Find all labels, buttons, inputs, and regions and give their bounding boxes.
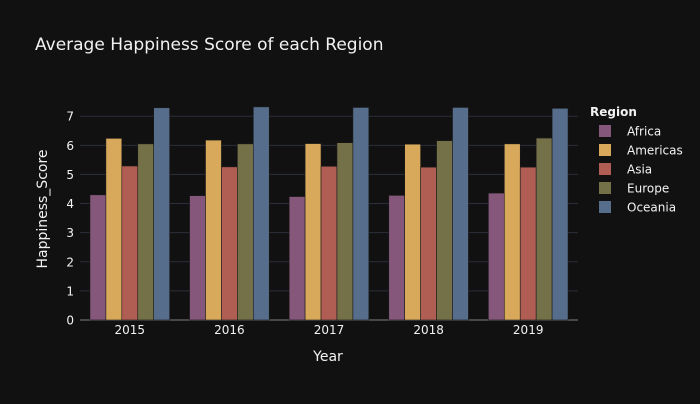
bar-europe-2015[interactable] bbox=[137, 143, 155, 321]
y-tick-label: 6 bbox=[66, 139, 74, 153]
bar-africa-2019[interactable] bbox=[488, 192, 505, 321]
bar-oceania-2017[interactable] bbox=[352, 107, 370, 321]
y-tick-label: 3 bbox=[66, 226, 74, 240]
bar-oceania-2016[interactable] bbox=[253, 106, 270, 321]
x-tick-label: 2019 bbox=[513, 323, 544, 337]
bar-asia-2019[interactable] bbox=[519, 166, 537, 321]
legend-title: Region bbox=[590, 105, 637, 119]
legend-item-asia[interactable]: Asia bbox=[599, 163, 652, 177]
bar-americas-2019[interactable] bbox=[503, 143, 521, 321]
x-axis-title: Year bbox=[312, 349, 343, 365]
y-tick-label: 1 bbox=[66, 284, 74, 298]
x-tick-label: 2015 bbox=[115, 323, 146, 337]
legend-swatch bbox=[599, 144, 611, 156]
legend[interactable]: Region Africa Americas Asia Europe Oceania bbox=[590, 105, 683, 215]
legend-item-oceania[interactable]: Oceania bbox=[599, 201, 676, 215]
bar-oceania-2019[interactable] bbox=[551, 108, 569, 321]
y-axis-ticks: 0 1 2 3 4 5 6 7 bbox=[66, 110, 74, 328]
legend-label: Americas bbox=[627, 144, 683, 158]
bar-asia-2015[interactable] bbox=[121, 165, 139, 321]
bar-africa-2015[interactable] bbox=[89, 194, 107, 321]
bar-europe-2019[interactable] bbox=[535, 137, 553, 321]
x-tick-label: 2017 bbox=[314, 323, 345, 337]
y-tick-label: 7 bbox=[66, 110, 74, 124]
y-tick-label: 4 bbox=[66, 197, 74, 211]
bar-asia-2016[interactable] bbox=[221, 166, 238, 321]
bar-europe-2017[interactable] bbox=[336, 142, 354, 321]
chart-title: Average Happiness Score of each Region bbox=[35, 35, 383, 55]
legend-swatch bbox=[599, 163, 611, 175]
bar-europe-2016[interactable] bbox=[237, 143, 254, 321]
y-tick-label: 2 bbox=[66, 255, 74, 269]
x-tick-label: 2016 bbox=[214, 323, 245, 337]
legend-label: Oceania bbox=[627, 201, 676, 215]
bar-oceania-2015[interactable] bbox=[153, 107, 170, 321]
bar-oceania-2018[interactable] bbox=[452, 107, 469, 321]
bar-africa-2018[interactable] bbox=[388, 195, 405, 321]
x-axis-ticks: 2015 2016 2017 2018 2019 bbox=[115, 323, 544, 337]
bar-americas-2016[interactable] bbox=[205, 139, 222, 321]
bar-americas-2017[interactable] bbox=[304, 143, 322, 321]
x-tick-label: 2018 bbox=[413, 323, 444, 337]
bar-americas-2018[interactable] bbox=[404, 143, 421, 321]
y-tick-label: 0 bbox=[66, 314, 74, 328]
legend-label: Asia bbox=[627, 163, 652, 177]
bar-americas-2015[interactable] bbox=[105, 138, 123, 321]
legend-label: Africa bbox=[627, 125, 661, 139]
legend-item-europe[interactable]: Europe bbox=[599, 182, 669, 196]
legend-item-africa[interactable]: Africa bbox=[599, 125, 661, 139]
bar-asia-2017[interactable] bbox=[320, 165, 338, 321]
bar-europe-2018[interactable] bbox=[436, 140, 453, 321]
legend-label: Europe bbox=[627, 182, 669, 196]
legend-swatch bbox=[599, 182, 611, 194]
y-tick-label: 5 bbox=[66, 168, 74, 182]
legend-item-americas[interactable]: Americas bbox=[599, 144, 683, 158]
y-axis-title: Happiness_Score bbox=[35, 149, 51, 268]
bar-asia-2018[interactable] bbox=[420, 166, 437, 321]
bar-africa-2016[interactable] bbox=[189, 195, 206, 321]
legend-items[interactable]: Africa Americas Asia Europe Oceania bbox=[599, 125, 683, 215]
legend-swatch bbox=[599, 125, 611, 137]
bar-africa-2017[interactable] bbox=[288, 196, 306, 321]
bars bbox=[89, 106, 569, 321]
legend-swatch bbox=[599, 201, 611, 213]
